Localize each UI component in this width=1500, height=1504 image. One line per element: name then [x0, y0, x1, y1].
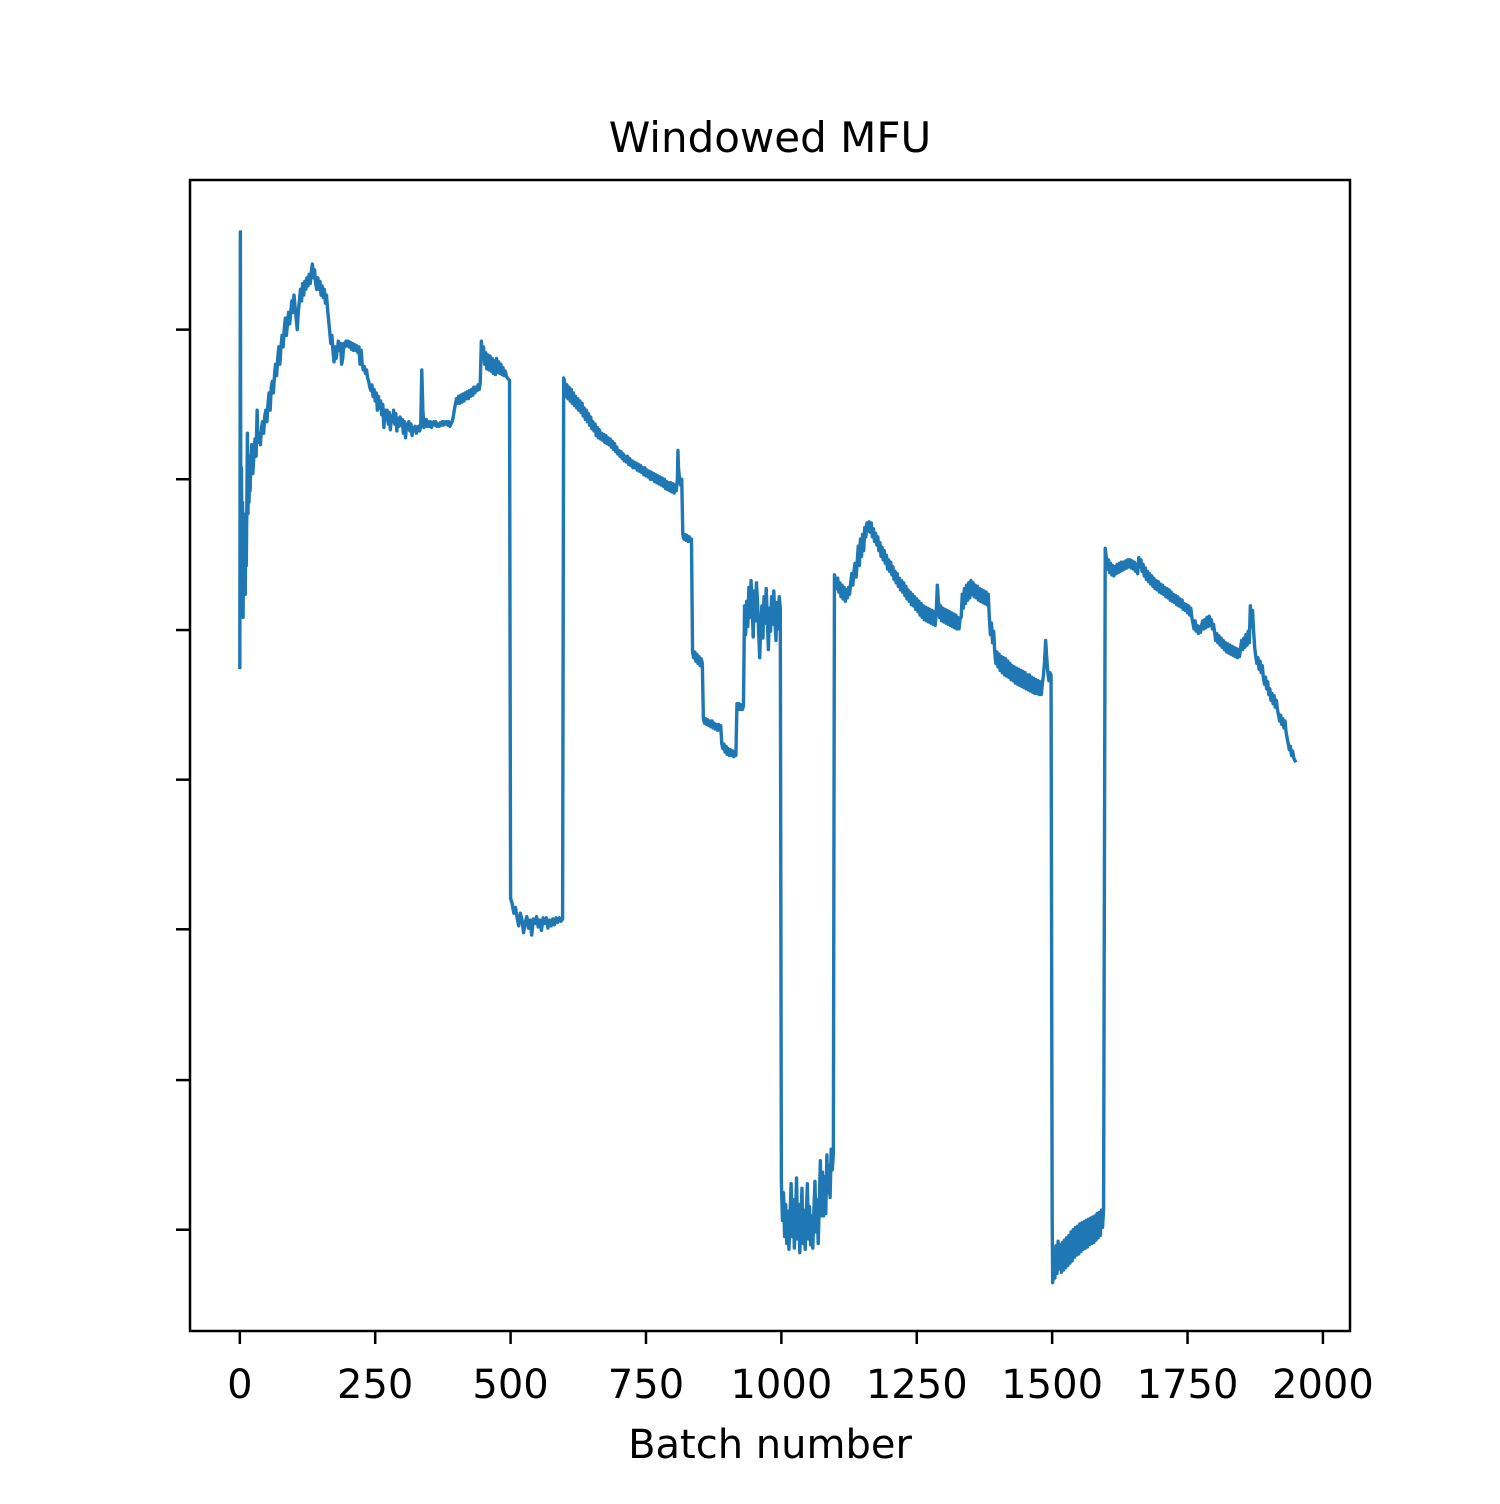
x-tick-label: 0: [227, 1362, 252, 1408]
x-tick-label: 250: [337, 1362, 413, 1408]
x-axis-ticks: 0 250 500 750 1000 1250 1500 1750 2000: [227, 1331, 1374, 1408]
mfu-line-series: [238, 230, 1298, 1285]
axes-spines: [188, 178, 1352, 1333]
x-tick-label: 1000: [730, 1362, 832, 1408]
x-tick-label: 500: [472, 1362, 548, 1408]
x-tick-label: 1500: [1001, 1362, 1103, 1408]
chart-title: Windowed MFU: [609, 113, 932, 162]
x-tick-label: 1750: [1137, 1362, 1239, 1408]
y-axis-ticks: [176, 328, 190, 1231]
x-tick-label: 2000: [1272, 1362, 1374, 1408]
plot-border: [188, 178, 1352, 1333]
x-tick-label: 750: [608, 1362, 684, 1408]
x-tick-label: 1250: [866, 1362, 968, 1408]
x-axis-label: Batch number: [628, 1422, 912, 1468]
